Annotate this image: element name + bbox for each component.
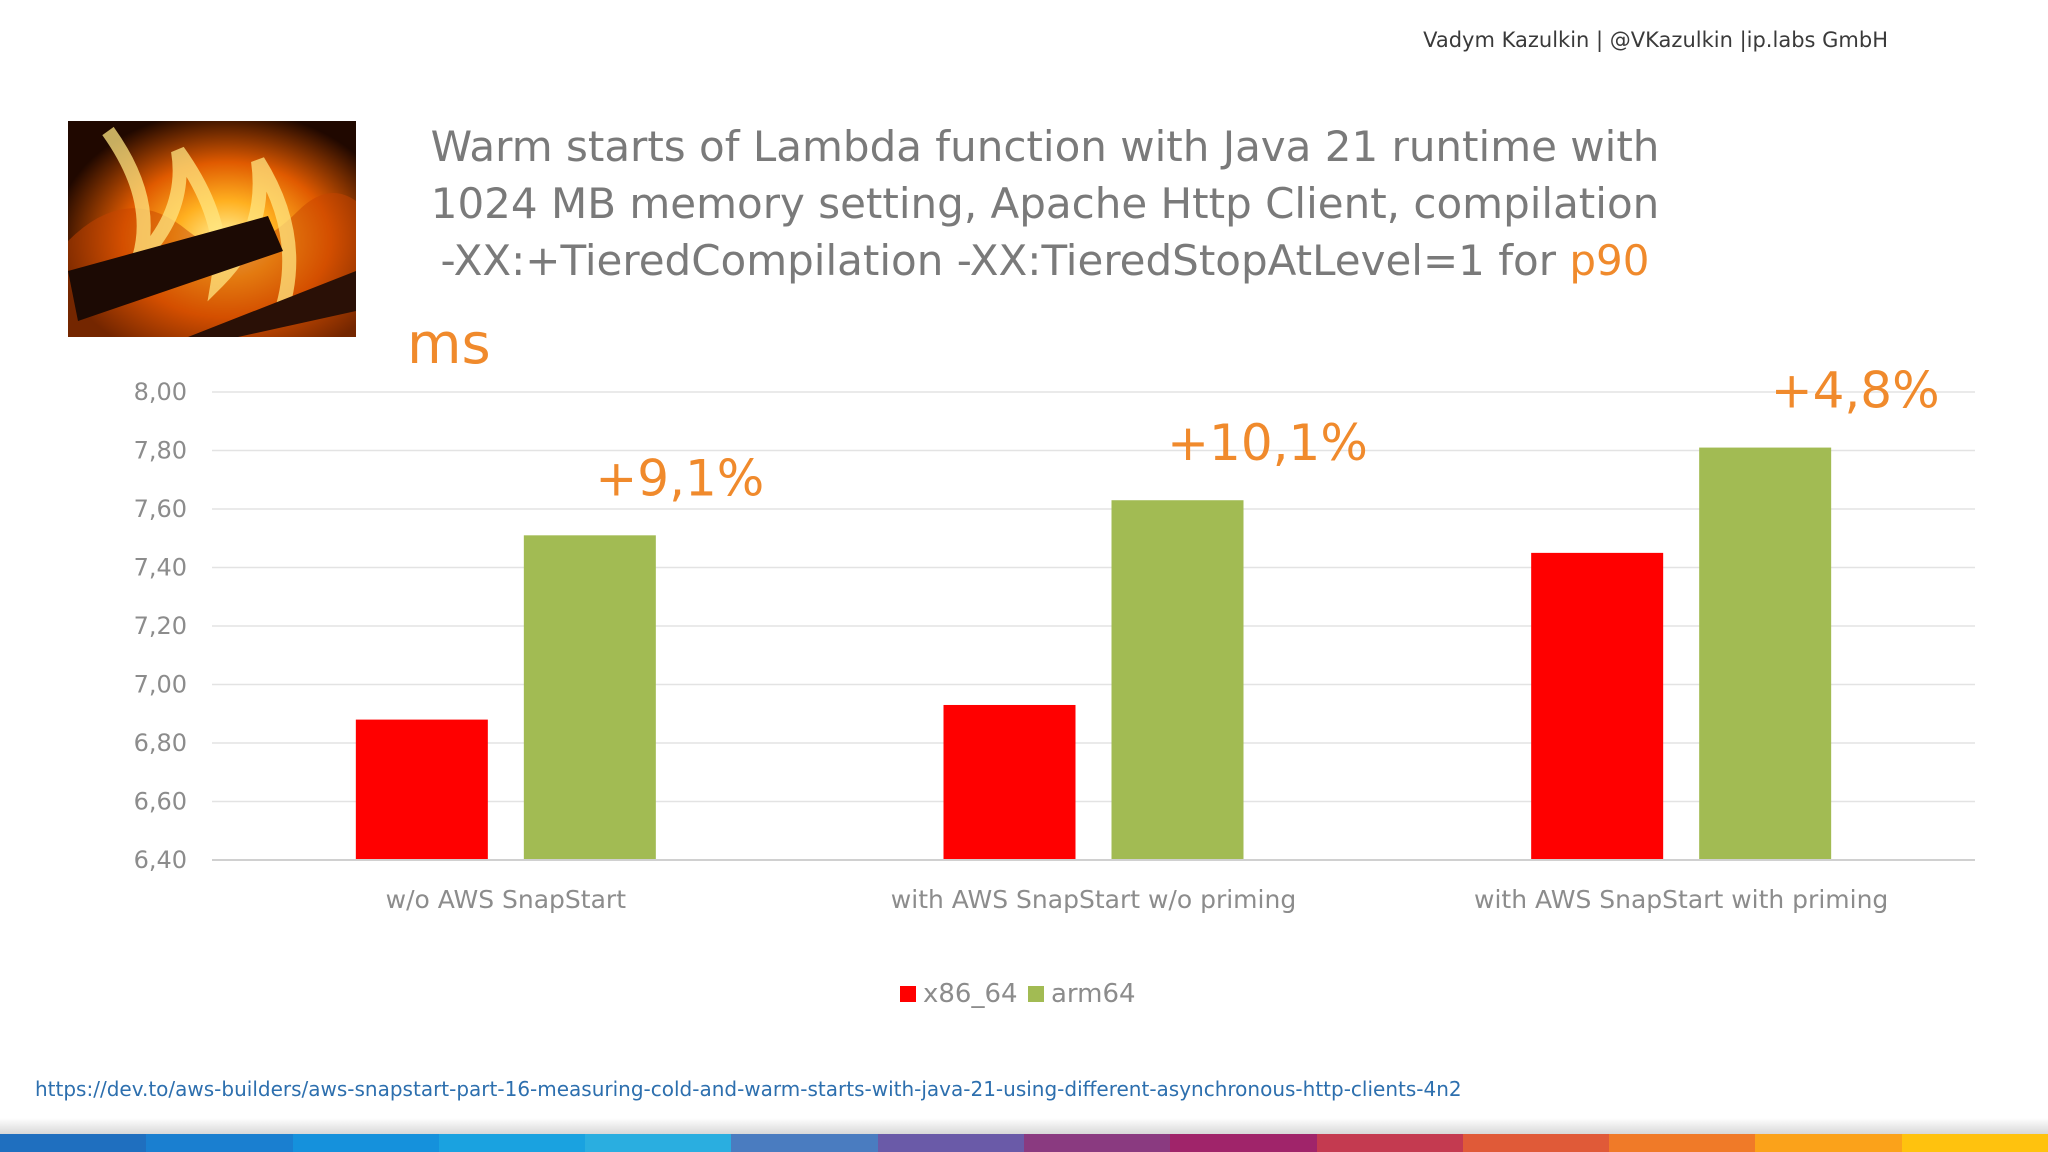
y-tick-label: 7,80 xyxy=(134,437,187,465)
y-tick-label: 7,40 xyxy=(134,554,187,582)
stripe-segment xyxy=(1023,1134,1171,1152)
y-tick-label: 6,80 xyxy=(134,729,187,757)
fire-photo xyxy=(68,121,356,337)
stripe-segment xyxy=(877,1134,1024,1152)
bar-x86_64 xyxy=(1531,552,1664,860)
percent-annotation: +9,1% xyxy=(595,449,764,507)
title-line-1: Warm starts of Lambda function with Java… xyxy=(430,122,1660,171)
legend-label-arm64: arm64 xyxy=(1051,979,1136,1009)
title-highlight: p90 xyxy=(1569,236,1650,285)
y-tick-label: 7,20 xyxy=(134,612,187,640)
chart-title: Warm starts of Lambda function with Java… xyxy=(430,118,1660,289)
stripe-segment xyxy=(585,1134,732,1152)
stripe-segment xyxy=(1170,1134,1317,1152)
percent-annotation: +4,8% xyxy=(1771,362,1940,420)
title-line-3: -XX:+TieredCompilation -XX:TieredStopAtL… xyxy=(440,236,1570,285)
y-tick-label: 7,60 xyxy=(134,495,187,523)
y-tick-label: 8,00 xyxy=(134,378,187,406)
y-tick-label: 6,40 xyxy=(134,846,187,874)
y-tick-label: 7,00 xyxy=(134,671,187,699)
bar-x86_64 xyxy=(943,704,1076,860)
bar-arm64 xyxy=(523,535,656,860)
fire-icon xyxy=(68,121,356,337)
stripe-segment xyxy=(292,1134,439,1152)
percent-annotation: +10,1% xyxy=(1167,414,1368,472)
bar-arm64 xyxy=(1111,500,1244,860)
stripe-segment xyxy=(731,1134,878,1152)
stripe-segment xyxy=(0,1134,147,1152)
bar-arm64 xyxy=(1699,447,1832,860)
legend-swatch-arm64 xyxy=(1028,986,1044,1002)
bar-chart: ms 6,40 6,60 6,80 7,00 7,20 7,40 7,60 7,80 8,00 w/… xyxy=(134,312,1975,1009)
stripe-segment xyxy=(1901,1134,2048,1152)
legend-swatch-x86_64 xyxy=(900,986,916,1002)
footer-color-stripe xyxy=(0,1134,2048,1152)
x-category-label: w/o AWS SnapStart xyxy=(386,885,627,914)
stripe-segment xyxy=(146,1134,293,1152)
stripe-segment xyxy=(438,1134,586,1152)
author-line: Vadym Kazulkin | @VKazulkin |ip.labs Gmb… xyxy=(1423,28,1888,52)
y-tick-label: 6,60 xyxy=(134,788,187,816)
source-link[interactable]: https://dev.to/aws-builders/aws-snapstar… xyxy=(35,1077,1462,1101)
unit-label: ms xyxy=(407,312,491,377)
stripe-segment xyxy=(1755,1134,1902,1152)
title-line-2: 1024 MB memory setting, Apache Http Clie… xyxy=(430,179,1660,228)
bar-x86_64 xyxy=(355,719,488,860)
footer-shadow xyxy=(0,1118,2048,1134)
stripe-segment xyxy=(1609,1134,1756,1152)
legend-label-x86_64: x86_64 xyxy=(923,979,1018,1009)
x-category-label: with AWS SnapStart w/o priming xyxy=(891,885,1296,914)
stripe-segment xyxy=(1316,1134,1463,1152)
x-category-label: with AWS SnapStart with priming xyxy=(1474,885,1888,914)
stripe-segment xyxy=(1462,1134,1610,1152)
